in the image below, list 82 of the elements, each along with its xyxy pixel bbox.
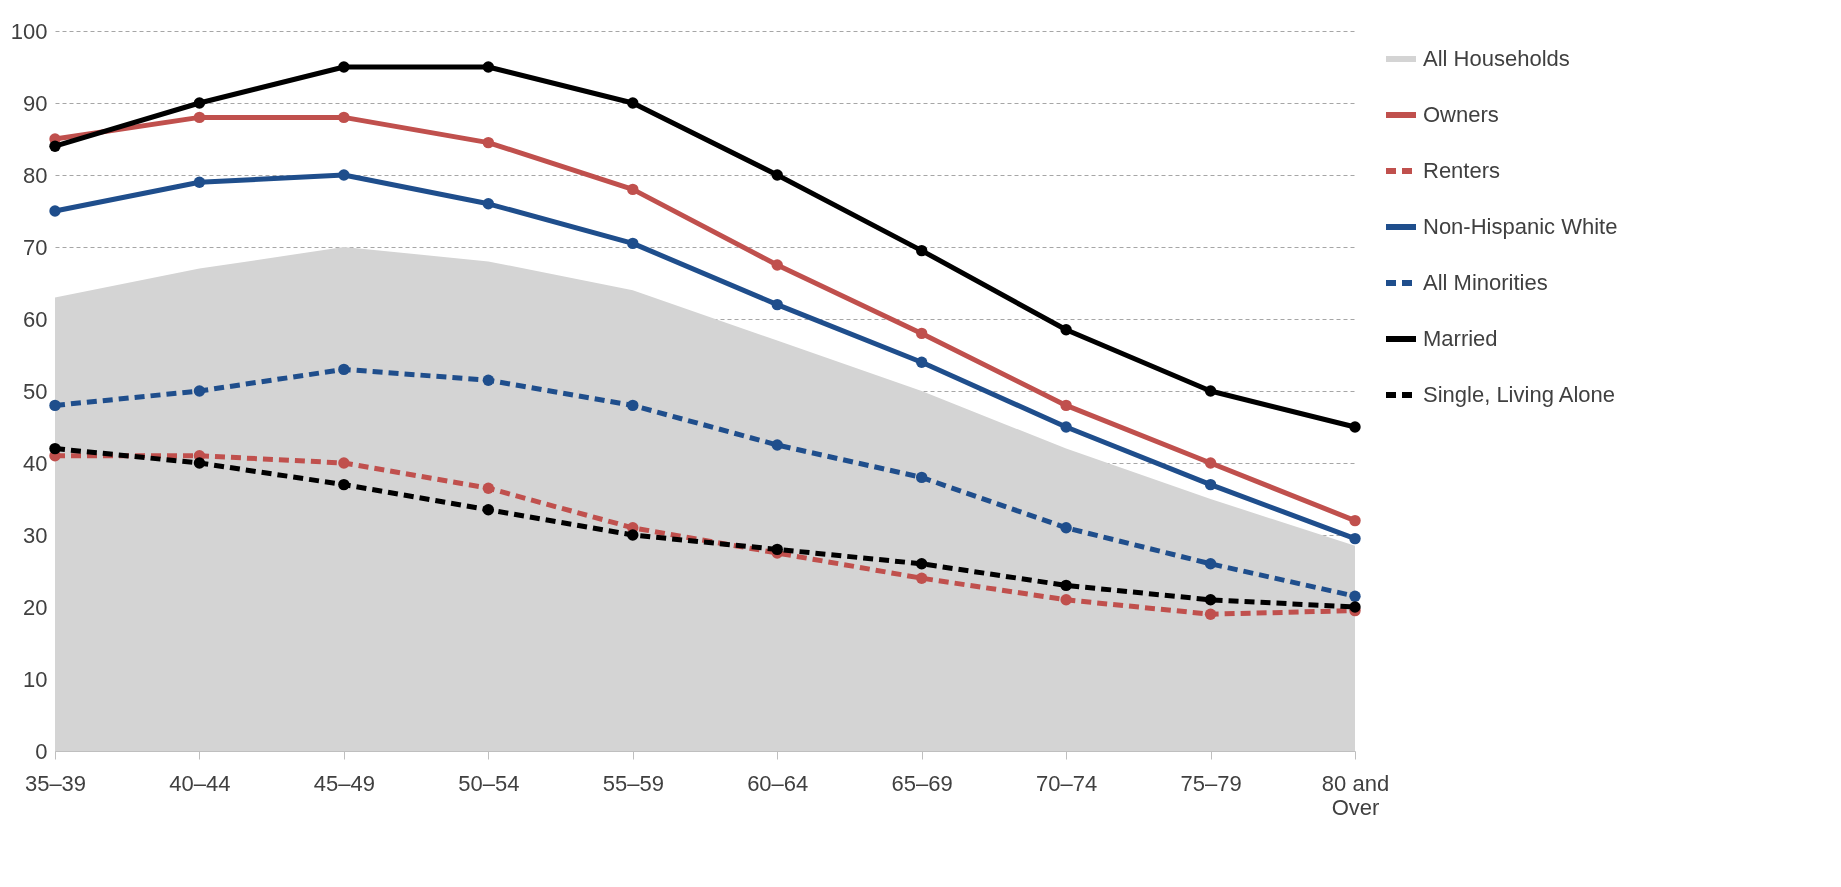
point xyxy=(338,169,350,181)
y-tick-label: 100 xyxy=(10,18,48,44)
legend-label: All Households xyxy=(1423,46,1570,71)
y-tick-label: 20 xyxy=(23,594,48,620)
point xyxy=(338,111,350,124)
x-tick-label: 75–79 xyxy=(1180,770,1242,796)
x-tick-label: 80 and Over xyxy=(1321,770,1390,820)
y-tick-label: 40 xyxy=(23,450,48,476)
legend-label: Non-Hispanic White xyxy=(1423,214,1618,239)
point xyxy=(771,543,783,556)
x-tick-label: 40–44 xyxy=(169,770,231,796)
y-tick-label: 80 xyxy=(23,162,48,188)
point xyxy=(193,97,206,109)
point xyxy=(49,399,61,412)
point xyxy=(1060,421,1072,433)
point xyxy=(49,205,61,217)
point xyxy=(193,176,206,188)
point xyxy=(482,374,495,386)
point xyxy=(771,298,783,311)
y-tick-label: 30 xyxy=(23,522,48,548)
point xyxy=(49,140,61,152)
point xyxy=(482,136,495,149)
point xyxy=(1060,594,1072,606)
point xyxy=(1060,522,1072,534)
point xyxy=(1204,608,1217,620)
y-tick-label: 90 xyxy=(23,90,48,116)
point xyxy=(915,558,928,570)
point xyxy=(915,471,928,484)
point xyxy=(482,61,495,73)
point xyxy=(1060,399,1072,412)
y-tick-label: 50 xyxy=(23,378,48,404)
point xyxy=(771,259,783,271)
legend-label: Renters xyxy=(1423,158,1501,183)
point xyxy=(915,327,928,340)
point xyxy=(627,97,639,109)
point xyxy=(771,439,783,451)
y-tick-label: 60 xyxy=(23,306,48,332)
legend-label: Married xyxy=(1423,326,1498,351)
point xyxy=(1060,324,1072,336)
point xyxy=(338,457,350,469)
point xyxy=(1060,579,1072,592)
y-tick-label: 70 xyxy=(23,234,48,260)
point xyxy=(1204,457,1217,469)
x-tick-label: 50–54 xyxy=(458,770,520,796)
point xyxy=(482,504,495,516)
x-tick-label: 45–49 xyxy=(313,770,375,796)
y-tick-label: 0 xyxy=(35,738,48,764)
point xyxy=(482,198,495,210)
legend-label: Single, Living Alone xyxy=(1423,382,1616,407)
legend-label: Owners xyxy=(1423,102,1499,127)
point xyxy=(193,385,206,397)
x-tick-label: 35–39 xyxy=(24,770,87,796)
point xyxy=(1349,514,1361,527)
point xyxy=(1349,532,1361,545)
point xyxy=(771,169,783,181)
point xyxy=(338,61,350,73)
point xyxy=(1349,421,1361,433)
point xyxy=(338,478,350,491)
point xyxy=(915,244,928,257)
point xyxy=(627,237,639,250)
point xyxy=(1349,601,1361,613)
x-tick-label: 55–59 xyxy=(602,770,664,796)
point xyxy=(915,572,928,584)
point xyxy=(1204,385,1217,397)
point xyxy=(193,111,206,124)
x-tick-label: 70–74 xyxy=(1036,770,1098,796)
point xyxy=(627,529,639,541)
point xyxy=(49,442,61,455)
point xyxy=(1349,590,1361,602)
point xyxy=(1204,478,1217,491)
legend-label: All Minorities xyxy=(1423,270,1548,295)
point xyxy=(482,482,495,494)
x-tick-label: 65–69 xyxy=(891,770,953,796)
point xyxy=(338,363,350,376)
y-tick-label: 10 xyxy=(23,666,48,692)
point xyxy=(915,356,928,368)
point xyxy=(627,183,639,196)
point xyxy=(1204,594,1217,606)
point xyxy=(1204,558,1217,570)
x-tick-label: 60–64 xyxy=(747,770,809,796)
point xyxy=(627,399,639,412)
point xyxy=(193,457,206,469)
